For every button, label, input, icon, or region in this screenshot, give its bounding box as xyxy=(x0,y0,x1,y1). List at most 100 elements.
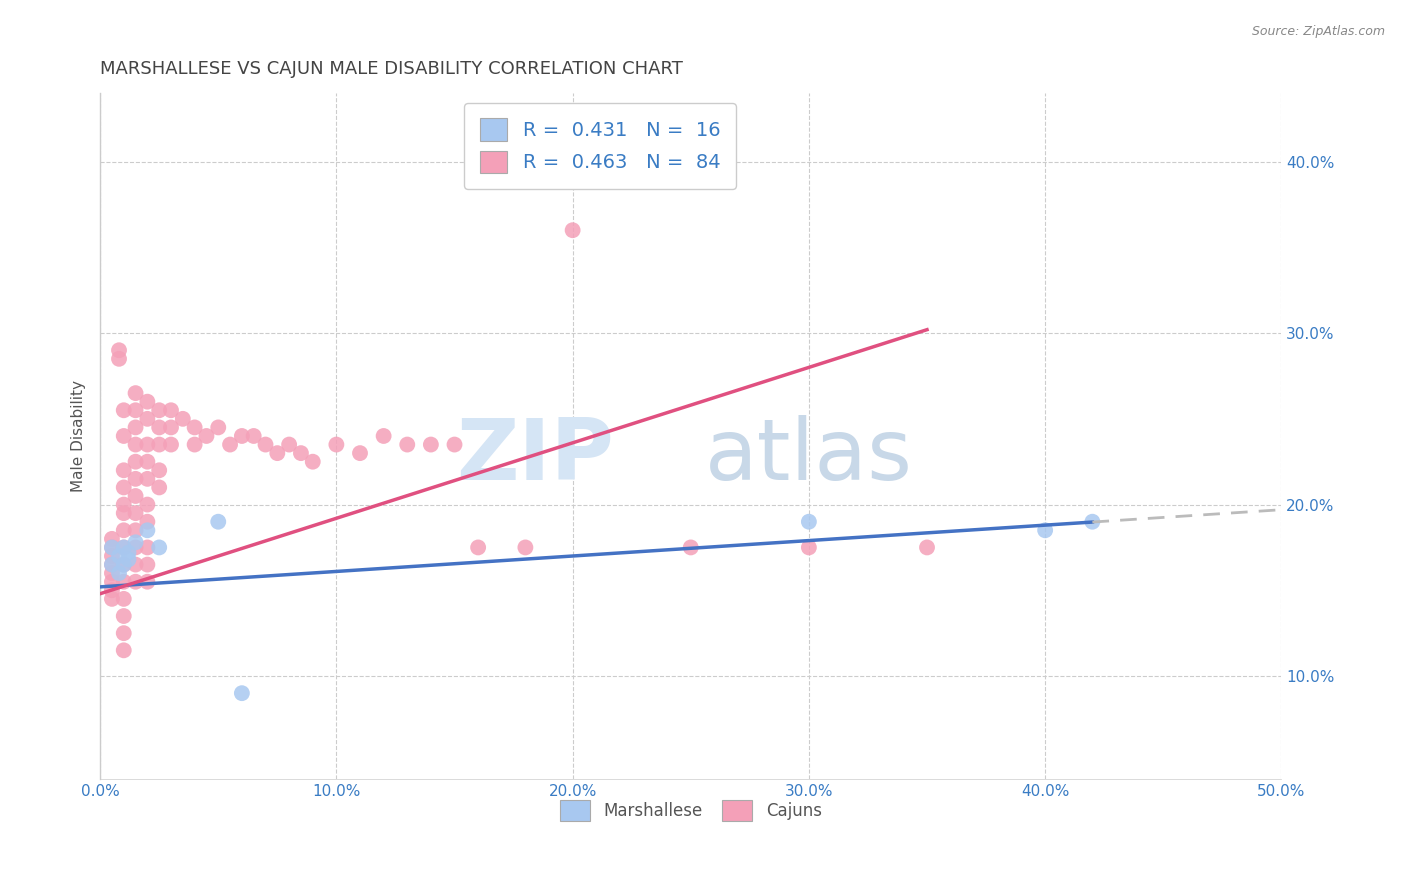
Point xyxy=(124,506,146,520)
Point xyxy=(101,541,124,555)
Point xyxy=(561,223,583,237)
Point xyxy=(148,541,170,555)
Point xyxy=(108,566,131,581)
Legend: Marshallese, Cajuns: Marshallese, Cajuns xyxy=(548,789,834,832)
Text: Source: ZipAtlas.com: Source: ZipAtlas.com xyxy=(1251,25,1385,38)
Point xyxy=(117,552,139,566)
Point xyxy=(101,541,124,555)
Point xyxy=(136,558,159,572)
Point xyxy=(112,480,135,494)
Point xyxy=(124,535,146,549)
Point xyxy=(101,574,124,589)
Point xyxy=(679,541,702,555)
Point xyxy=(124,558,146,572)
Point xyxy=(396,437,419,451)
Point xyxy=(136,437,159,451)
Point xyxy=(183,437,205,451)
Point xyxy=(148,437,170,451)
Point xyxy=(101,558,124,572)
Point xyxy=(101,591,124,606)
Point xyxy=(148,463,170,477)
Point xyxy=(254,437,277,451)
Point xyxy=(112,574,135,589)
Point xyxy=(207,420,229,434)
Point xyxy=(124,574,146,589)
Point xyxy=(124,437,146,451)
Point xyxy=(136,394,159,409)
Point xyxy=(124,420,146,434)
Point xyxy=(117,545,139,559)
Point xyxy=(278,437,301,451)
Point xyxy=(112,643,135,657)
Point xyxy=(112,541,135,555)
Point xyxy=(136,412,159,426)
Point xyxy=(160,437,183,451)
Point xyxy=(207,515,229,529)
Point xyxy=(112,506,135,520)
Point xyxy=(136,523,159,537)
Point xyxy=(136,541,159,555)
Point xyxy=(325,437,347,451)
Text: atlas: atlas xyxy=(704,415,912,498)
Point xyxy=(124,472,146,486)
Point xyxy=(148,480,170,494)
Point xyxy=(797,515,820,529)
Point xyxy=(108,549,131,563)
Point xyxy=(112,429,135,443)
Point xyxy=(915,541,938,555)
Point xyxy=(160,420,183,434)
Point xyxy=(101,566,124,581)
Point xyxy=(108,351,131,366)
Point xyxy=(112,403,135,417)
Text: ZIP: ZIP xyxy=(456,415,614,498)
Point xyxy=(136,455,159,469)
Point xyxy=(101,532,124,546)
Point xyxy=(136,472,159,486)
Point xyxy=(124,541,146,555)
Y-axis label: Male Disability: Male Disability xyxy=(72,380,86,492)
Point xyxy=(1081,515,1104,529)
Point xyxy=(797,541,820,555)
Point xyxy=(112,523,135,537)
Text: MARSHALLESE VS CAJUN MALE DISABILITY CORRELATION CHART: MARSHALLESE VS CAJUN MALE DISABILITY COR… xyxy=(100,60,683,78)
Point xyxy=(231,686,253,700)
Point xyxy=(112,463,135,477)
Point xyxy=(515,541,537,555)
Point xyxy=(124,489,146,503)
Point xyxy=(467,541,489,555)
Point xyxy=(112,609,135,624)
Point xyxy=(183,420,205,434)
Point xyxy=(231,429,253,443)
Point xyxy=(349,446,371,460)
Point xyxy=(112,591,135,606)
Point xyxy=(124,403,146,417)
Point xyxy=(419,437,441,451)
Point xyxy=(148,420,170,434)
Point xyxy=(266,446,288,460)
Point xyxy=(108,343,131,358)
Point xyxy=(301,455,323,469)
Point xyxy=(373,429,395,443)
Point xyxy=(136,574,159,589)
Point xyxy=(101,549,124,563)
Point xyxy=(290,446,312,460)
Point xyxy=(443,437,465,451)
Point xyxy=(136,498,159,512)
Point xyxy=(160,403,183,417)
Point xyxy=(195,429,218,443)
Point xyxy=(242,429,264,443)
Point xyxy=(148,403,170,417)
Point xyxy=(101,583,124,598)
Point xyxy=(112,558,135,572)
Point xyxy=(112,626,135,640)
Point xyxy=(124,523,146,537)
Point xyxy=(219,437,242,451)
Point xyxy=(172,412,194,426)
Point xyxy=(112,558,135,572)
Point xyxy=(1033,523,1056,537)
Point xyxy=(124,386,146,401)
Point xyxy=(112,498,135,512)
Point xyxy=(112,541,135,555)
Point xyxy=(124,455,146,469)
Point xyxy=(136,515,159,529)
